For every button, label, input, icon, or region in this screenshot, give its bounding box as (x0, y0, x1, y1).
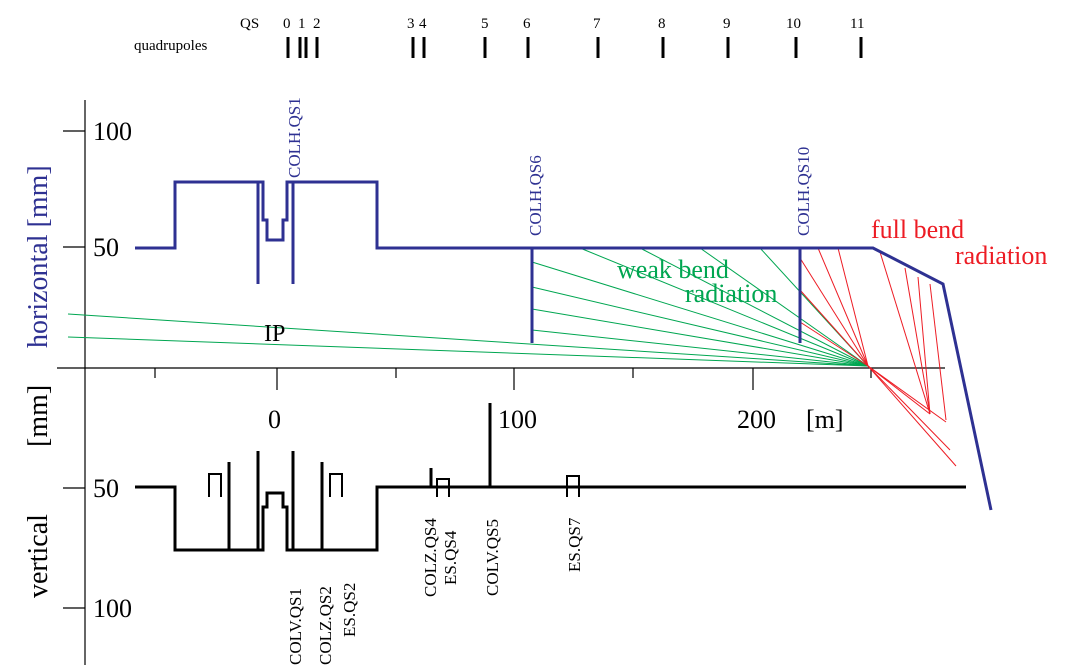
es-qs4-marker (436, 478, 450, 497)
full-bend-label-line1: full bend (871, 215, 964, 244)
qs-number-9: 9 (723, 16, 731, 32)
es-qs2-marker (329, 473, 343, 497)
full-ray (867, 365, 957, 467)
horizontal-aperture (135, 180, 993, 511)
qs-number-10: 10 (786, 16, 801, 32)
qs-number-2: 2 (313, 16, 321, 32)
weak-ray (67, 313, 869, 367)
qs-label: QS (240, 16, 259, 32)
label-es-qs4: ES.QS4 (441, 530, 460, 585)
full-ray (867, 365, 947, 423)
ip-label: IP (264, 321, 285, 347)
vertical-axis-unit: [mm] (23, 385, 54, 447)
full-ray (879, 251, 931, 415)
label-colh-qs6: COLH.QS6 (526, 155, 545, 236)
weak-ray (699, 247, 869, 367)
x-tick-label-0: 0 (268, 405, 281, 434)
qs-number-11: 11 (850, 16, 864, 32)
full-ray (904, 267, 931, 415)
x-tick-label-200: 200 (737, 405, 776, 434)
full-ray (799, 257, 869, 367)
h-tick-label-50: 50 (93, 233, 119, 262)
qs-number-8: 8 (658, 16, 666, 32)
qs-number-1: 1 (298, 16, 306, 32)
qs-number-7: 7 (593, 16, 601, 32)
qs-number-6: 6 (523, 16, 531, 32)
x-unit-label: [m] (806, 405, 844, 434)
horizontal-aperture-line (135, 180, 993, 511)
label-colz-qs2: COLZ.QS2 (316, 586, 335, 665)
qs-number-3: 3 (407, 16, 415, 32)
es-qs7-marker (566, 475, 580, 497)
weak-bend-label-line2: radiation (685, 279, 777, 308)
full-ray (817, 247, 869, 367)
quadrupoles-label: quadrupoles (134, 38, 207, 54)
full-ray (799, 289, 869, 367)
element-marker (208, 473, 222, 497)
weak-ray (531, 286, 869, 367)
label-colz-qs4: COLZ.QS4 (421, 518, 440, 597)
full-bend-radiation-lines (799, 247, 957, 467)
weak-ray (531, 261, 869, 367)
full-ray (929, 283, 947, 421)
full-ray (867, 365, 951, 451)
v-tick-label-50: 50 (93, 474, 119, 503)
vertical-aperture (135, 403, 966, 552)
weak-ray (639, 247, 869, 367)
full-ray (799, 321, 869, 367)
full-ray (837, 247, 869, 367)
horizontal-axis-title: horizontal [mm] (23, 165, 54, 348)
weak-bend-label-line1: weak bend (617, 255, 729, 284)
qs-number-4: 4 (419, 16, 427, 32)
weak-ray (531, 329, 869, 367)
weak-ray (531, 308, 869, 367)
full-bend-label-line2: radiation (955, 241, 1047, 270)
axis-labels: 100 50 50 100 0 100 200 [m] horizontal [… (23, 117, 844, 623)
weak-bend-radiation-lines (67, 247, 869, 367)
weak-ray (579, 247, 869, 367)
weak-ray (67, 336, 869, 367)
qs-number-0: 0 (283, 16, 291, 32)
vertical-axis-title: vertical (23, 514, 54, 598)
quadrupole-header: QS quadrupoles 0 1 2 3 4 5 6 7 8 9 10 11 (134, 16, 864, 58)
full-ray (917, 276, 931, 415)
label-colh-qs10: COLH.QS10 (794, 147, 813, 236)
h-tick-label-100: 100 (93, 117, 132, 146)
x-tick-label-100: 100 (498, 405, 537, 434)
v-tick-label-100: 100 (93, 594, 132, 623)
axes (57, 100, 945, 665)
quadrupole-markers (286, 37, 863, 58)
label-colv-qs1: COLV.QS1 (286, 588, 305, 665)
qs-number-5: 5 (481, 16, 489, 32)
collimator-labels: COLH.QS1 COLH.QS6 COLH.QS10 COLV.QS1 COL… (285, 97, 813, 665)
label-es-qs2: ES.QS2 (340, 583, 359, 637)
vertical-aperture-line (135, 485, 966, 552)
label-es-qs7: ES.QS7 (565, 517, 584, 572)
label-colh-qs1: COLH.QS1 (285, 97, 304, 178)
label-colv-qs5: COLV.QS5 (483, 519, 502, 596)
vertical-elements (208, 473, 580, 497)
